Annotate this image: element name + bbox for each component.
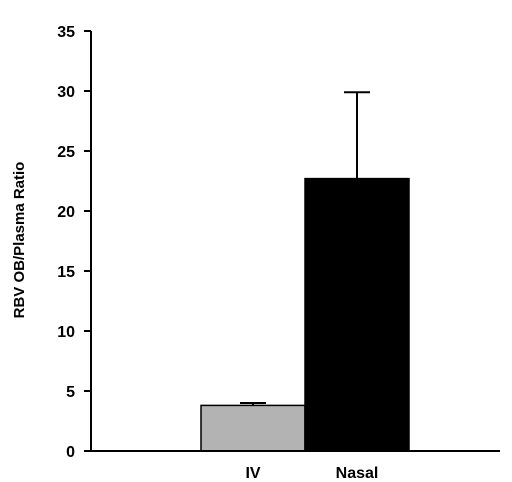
y-tick-label: 15 — [57, 264, 75, 281]
y-tick-label: 20 — [57, 204, 75, 221]
y-axis-title: RBV OB/Plasma Ratio — [11, 162, 28, 319]
y-tick-label: 30 — [57, 84, 75, 101]
y-tick-label: 5 — [66, 384, 75, 401]
x-tick-label: IV — [245, 465, 260, 482]
bar-iv — [200, 404, 306, 452]
x-tick-label: Nasal — [336, 465, 379, 482]
y-tick-label: 35 — [57, 24, 75, 41]
y-axis: 0 5 10 15 20 25 30 35 — [57, 24, 92, 461]
x-axis: IV Nasal — [91, 450, 500, 482]
y-tick-label: 25 — [57, 144, 75, 161]
bar-nasal — [304, 177, 410, 452]
bars — [200, 91, 410, 452]
y-tick-label: 10 — [57, 324, 75, 341]
y-tick-label: 0 — [66, 444, 75, 461]
